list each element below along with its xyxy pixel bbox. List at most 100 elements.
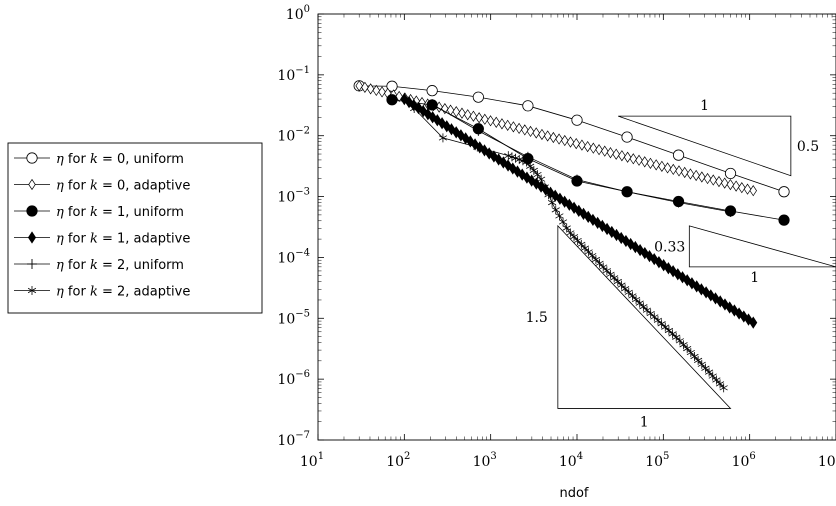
y-tick-label: 100 <box>286 4 310 23</box>
asterisk-marker-arm <box>588 253 597 259</box>
data-point <box>498 118 506 130</box>
data-point <box>621 131 633 143</box>
y-tick-label: 10−3 <box>277 187 310 206</box>
data-point <box>355 80 363 92</box>
data-point <box>475 112 483 124</box>
asterisk-marker-arm <box>522 159 531 165</box>
data-point <box>538 128 546 141</box>
data-point <box>639 302 648 312</box>
data-point <box>631 295 641 305</box>
data-point <box>588 213 597 227</box>
series-2 <box>386 94 790 226</box>
asterisk-marker-arm <box>591 256 601 263</box>
data-point <box>584 210 593 224</box>
data-point <box>591 254 601 264</box>
data-point <box>555 211 564 221</box>
data-point <box>686 348 695 358</box>
data-point <box>778 186 790 198</box>
data-point <box>658 160 666 172</box>
data-point <box>466 135 475 148</box>
data-point <box>549 131 558 144</box>
data-point <box>621 284 630 294</box>
slope-triangle <box>688 225 836 268</box>
legend-entry: η for k = 1, uniform <box>14 205 184 220</box>
data-point <box>580 243 590 253</box>
asterisk-marker-arm <box>679 342 688 348</box>
data-point <box>481 113 489 125</box>
asterisk-marker-arm <box>577 241 586 247</box>
data-point <box>372 84 381 97</box>
data-point <box>606 269 615 279</box>
legend-entry: η for k = 2, uniform <box>14 258 184 273</box>
data-point <box>426 85 438 97</box>
data-point <box>712 375 721 385</box>
data-point <box>617 280 626 290</box>
data-point <box>706 289 715 302</box>
data-point <box>427 99 438 110</box>
data-point <box>623 151 632 163</box>
data-point <box>650 312 659 322</box>
legend-label: η for k = 1, adaptive <box>56 232 190 247</box>
asterisk-marker-arm <box>639 304 648 310</box>
data-point <box>513 165 522 178</box>
plot-frame <box>317 13 836 441</box>
asterisk-marker-arm <box>537 176 546 182</box>
data-point <box>471 138 480 151</box>
data-point <box>509 121 518 133</box>
asterisk-marker-arm <box>704 369 714 375</box>
data-point <box>473 142 482 152</box>
data-point <box>537 174 546 184</box>
asterisk-marker-arm <box>584 249 593 255</box>
data-point <box>653 315 663 325</box>
data-point <box>378 86 386 98</box>
data-point <box>543 130 552 142</box>
data-point <box>664 262 673 275</box>
data-point <box>572 174 582 185</box>
legend-box <box>7 142 263 314</box>
legend-entry: η for k = 2, adaptive <box>14 285 190 300</box>
asterisk-marker-arm <box>617 282 626 288</box>
data-point <box>469 110 478 122</box>
data-point <box>492 116 500 128</box>
series-line <box>391 99 785 221</box>
data-point <box>669 163 678 176</box>
data-point <box>583 140 592 153</box>
asterisk-marker-arm <box>599 264 608 270</box>
data-point <box>529 165 538 175</box>
data-point <box>612 148 620 160</box>
x-tick-label: 106 <box>732 451 756 470</box>
legend-entry: η for k = 0, adaptive <box>14 179 190 194</box>
y-tick-label: 10−1 <box>277 65 310 84</box>
slope-triangle-run-label: 1 <box>750 270 759 286</box>
data-point <box>441 102 449 115</box>
legend-marker <box>27 259 37 269</box>
axis-ticks: 101 102 103 104 105 106 107 10−7 10−6 10−5 10−4 10−… <box>277 4 836 470</box>
data-point <box>433 114 442 127</box>
data-point <box>686 168 695 180</box>
asterisk-marker-arm <box>628 293 637 299</box>
legend-marker <box>27 286 37 295</box>
data-point <box>672 149 685 161</box>
asterisk-marker-arm <box>558 219 568 225</box>
slope-triangle-rise-label: 0.5 <box>797 139 819 155</box>
x-axis-label: ndof <box>559 486 588 501</box>
legend-label: η for k = 2, uniform <box>56 258 184 273</box>
data-point <box>555 192 564 205</box>
plot-border <box>317 13 836 441</box>
legend-entry: η for k = 0, uniform <box>14 152 184 167</box>
data-point <box>438 133 448 143</box>
asterisk-marker-arm <box>668 331 677 337</box>
asterisk-marker-arm <box>544 192 553 198</box>
data-point <box>555 133 563 145</box>
data-point <box>743 183 752 195</box>
x-tick-label: 107 <box>818 451 836 470</box>
data-point <box>518 168 527 181</box>
data-point <box>635 154 643 166</box>
slope-triangle-run-label: 1 <box>700 98 709 114</box>
asterisk-marker-arm <box>635 300 644 306</box>
asterisk-marker-arm <box>661 324 670 330</box>
data-point <box>749 185 757 197</box>
data-point <box>690 351 699 361</box>
data-point <box>668 329 677 339</box>
